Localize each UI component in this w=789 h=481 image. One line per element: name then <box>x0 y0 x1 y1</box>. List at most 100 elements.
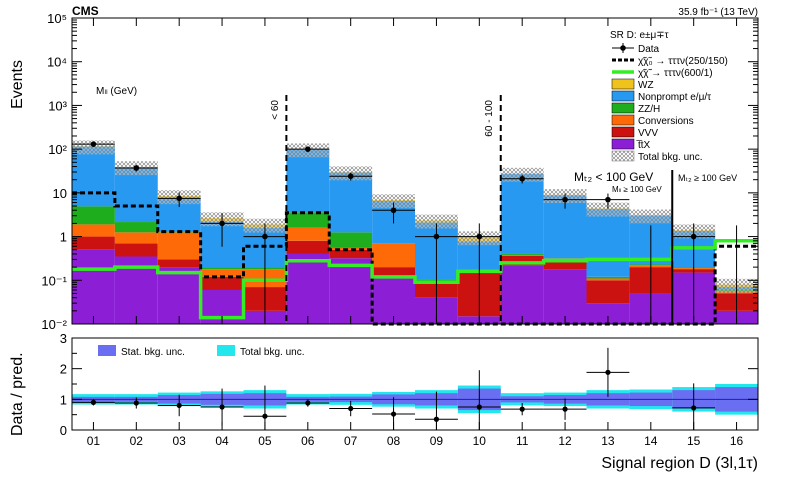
x-tick-label: 15 <box>687 434 701 448</box>
legend-sig1-label: χ̃χ̃₀ → τττν(250/150) <box>638 56 728 67</box>
bar-zzh-06 <box>286 212 329 227</box>
mt2-low-sub-annotation: Mₗₗ ≥ 100 GeV <box>612 185 662 194</box>
x-tick-label: 10 <box>473 434 487 448</box>
bar-ttx-03 <box>158 267 201 324</box>
ratio-point-09 <box>434 417 439 422</box>
bar-conv-02 <box>115 232 158 243</box>
data-point-09 <box>434 234 440 240</box>
bar-zzh-13 <box>587 277 630 279</box>
data-point-01 <box>91 141 97 147</box>
data-point-15 <box>691 234 697 240</box>
legend-zzh-label: ZZ/H <box>638 104 660 115</box>
lower-y-axis-label: Data / pred. <box>9 352 26 436</box>
x-tick-label: 07 <box>344 434 358 448</box>
bar-conv-06 <box>286 228 329 241</box>
bar-np-11 <box>501 174 544 254</box>
bar-zzh-07 <box>329 232 372 248</box>
data-point-13 <box>605 197 611 203</box>
upper-tick-label: 10³ <box>48 98 67 113</box>
lt60-annotation: < 60 <box>270 100 281 120</box>
bar-ttx-01 <box>72 250 115 324</box>
lower-tick-label: 1 <box>60 392 67 407</box>
x-tick-label: 14 <box>644 434 658 448</box>
legend-unc-label: Total bkg. unc. <box>638 152 702 163</box>
data-point-11 <box>519 176 525 182</box>
mt2-low-annotation: Mₜ₂ < 100 GeV <box>574 170 653 184</box>
ratio-legend-total-swatch <box>217 345 235 356</box>
bar-np-02 <box>115 167 158 222</box>
bar-conv-08 <box>372 243 415 267</box>
x-tick-label: 05 <box>258 434 272 448</box>
bar-ttx-12 <box>544 269 587 324</box>
data-point-02 <box>134 165 140 171</box>
legend-unc-swatch <box>612 151 634 161</box>
upper-tick-label: 10⁻² <box>41 317 67 332</box>
legend-sig2-label: χ̃χ̃ → τττν(600/1) <box>638 68 713 79</box>
x-tick-label: 06 <box>301 434 315 448</box>
ratio-point-12 <box>562 407 567 412</box>
cms-label: CMS <box>72 4 99 18</box>
ratio-legend-total-label: Total bkg. unc. <box>240 347 304 358</box>
ratio-point-04 <box>219 404 224 409</box>
unc-14 <box>629 210 672 224</box>
ratio-point-08 <box>391 411 396 416</box>
x-tick-label: 02 <box>130 434 144 448</box>
legend-ttx-label: t̅tX <box>636 139 650 151</box>
lower-tick-label: 0 <box>60 423 67 438</box>
x-tick-label: 08 <box>387 434 401 448</box>
ratio-point-07 <box>348 406 353 411</box>
ratio-point-01 <box>91 400 96 405</box>
lower-tick-label: 2 <box>60 362 67 377</box>
ratio-legend: Stat. bkg. unc. Total bkg. unc. <box>98 345 304 358</box>
ratio-point-05 <box>262 414 267 419</box>
ratio-bands <box>72 384 758 415</box>
bar-np-06 <box>286 149 329 212</box>
data-point-10 <box>477 234 483 240</box>
data-point-08 <box>391 207 397 213</box>
bar-zzh-11 <box>501 254 544 255</box>
bar-ttx-07 <box>329 258 372 324</box>
bar-np-07 <box>329 172 372 232</box>
x-tick-label: 04 <box>215 434 229 448</box>
legend-title: SR D: e±μ∓τ <box>610 30 669 41</box>
bar-conv-01 <box>72 224 115 236</box>
ratio-point-13 <box>605 370 610 375</box>
data-point-04 <box>219 221 225 227</box>
legend-wz-label: WZ <box>638 80 654 91</box>
range60-annotation: 60 - 100 <box>484 100 495 137</box>
ratio-legend-stat-label: Stat. bkg. unc. <box>121 347 185 358</box>
bar-zzh-02 <box>115 222 158 232</box>
legend-np-label: Nonprompt e/μ/τ <box>638 92 711 103</box>
bar-vvv-04 <box>201 277 244 290</box>
data-point-06 <box>305 146 311 152</box>
ratio-point-03 <box>177 403 182 408</box>
bar-vvv-03 <box>158 259 201 267</box>
mt2-high-annotation: Mₜ₂ ≥ 100 GeV <box>678 173 737 183</box>
bar-np-13 <box>587 209 630 277</box>
x-axis-label: Signal region D (3l,1τ) <box>601 455 758 472</box>
data-point-07 <box>348 173 354 179</box>
legend-zzh-swatch <box>612 103 634 113</box>
legend-vvv-swatch <box>612 127 634 137</box>
x-tick-label: 03 <box>173 434 187 448</box>
stack-bars <box>72 146 758 324</box>
legend-data-marker <box>620 45 626 51</box>
bar-vvv-02 <box>115 243 158 256</box>
bar-zzh-12 <box>544 258 587 259</box>
ratio-legend-stat-swatch <box>98 345 116 356</box>
ratio-point-15 <box>691 405 696 410</box>
x-tick-label: 12 <box>558 434 572 448</box>
ratio-point-10 <box>477 404 482 409</box>
legend-vvv-label: VVV <box>638 128 658 139</box>
x-tick-label: 16 <box>730 434 744 448</box>
ratio-point-11 <box>520 407 525 412</box>
x-tick-label: 09 <box>430 434 444 448</box>
legend-data-label: Data <box>638 44 660 55</box>
bar-vvv-01 <box>72 237 115 250</box>
data-point-03 <box>176 196 182 202</box>
upper-tick-label: 10 <box>53 186 67 201</box>
bar-conv-11 <box>501 255 544 256</box>
